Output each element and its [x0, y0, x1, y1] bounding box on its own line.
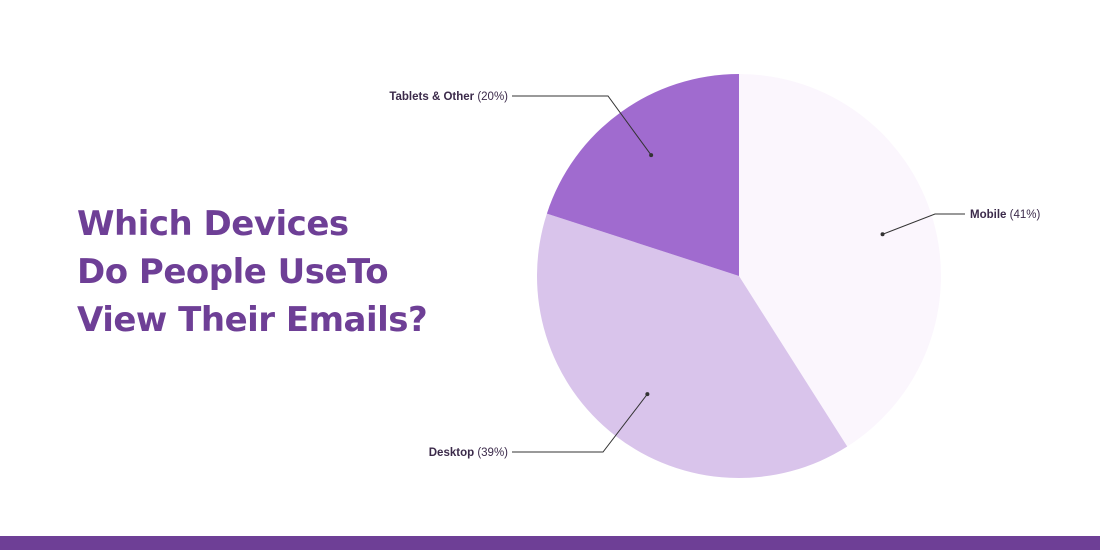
data-label-value-desktop: (39%)	[474, 447, 508, 459]
pie-slice-mobile	[739, 74, 941, 447]
leader-dot-desktop	[645, 392, 650, 397]
leader-line-desktop	[512, 393, 648, 453]
bottom-accent-bar	[0, 536, 1100, 550]
title-line-2: Do People UseTo	[77, 252, 389, 292]
data-label-name-tablets-other: Tablets & Other	[389, 91, 474, 103]
data-label-desktop: Desktop (39%)	[429, 447, 508, 459]
data-label-name-mobile: Mobile	[970, 209, 1006, 221]
leader-line-tablets-other	[512, 95, 652, 156]
data-label-name-desktop: Desktop	[429, 447, 474, 459]
chart-title: Which Devices Do People UseTo View Their…	[77, 200, 477, 344]
leader-dot-mobile	[880, 232, 885, 237]
pie-slice-tablets-other	[546, 73, 739, 276]
leader-dot-tablets-other	[649, 153, 654, 158]
title-line-1: Which Devices	[77, 204, 349, 244]
title-line-3: View Their Emails?	[77, 300, 428, 340]
data-label-value-mobile: (41%)	[1006, 209, 1040, 221]
pie-slice-desktop	[537, 213, 848, 479]
data-label-mobile: Mobile (41%)	[970, 209, 1040, 221]
data-label-tablets-other: Tablets & Other (20%)	[389, 91, 508, 103]
leader-line-mobile	[882, 213, 965, 235]
data-label-value-tablets-other: (20%)	[474, 91, 508, 103]
